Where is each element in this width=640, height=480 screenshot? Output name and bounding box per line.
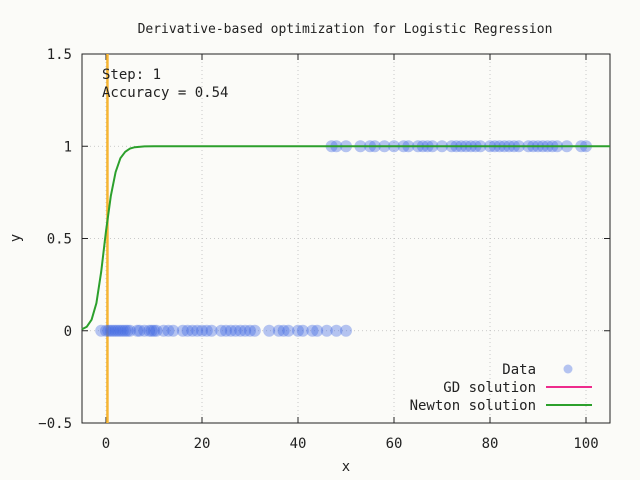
legend-marker-data (563, 364, 573, 374)
data-point (119, 324, 132, 337)
data-point (311, 324, 324, 337)
legend-label-gd: GD solution (443, 380, 536, 396)
data-point (263, 324, 276, 337)
data-point (138, 324, 151, 337)
x-tick-label: 100 (573, 436, 598, 452)
y-tick-label: −0.5 (38, 416, 72, 432)
data-point (234, 324, 247, 337)
accuracy-annotation: Accuracy = 0.54 (102, 85, 228, 101)
x-tick-label: 40 (290, 436, 307, 452)
data-point (107, 324, 120, 337)
data-point (102, 324, 115, 337)
data-point (143, 324, 156, 337)
axis-ticks (82, 53, 610, 424)
data-point (186, 324, 199, 337)
data-point (330, 324, 343, 337)
data-point (196, 324, 208, 337)
data-point (162, 324, 175, 337)
y-tick-label: 1 (64, 139, 72, 155)
legend-label-data: Data (502, 362, 536, 378)
data-point (176, 324, 189, 337)
data-point (124, 324, 136, 337)
data-point (292, 324, 304, 337)
data-point (220, 324, 232, 337)
data-point (100, 324, 112, 337)
data-point (131, 324, 144, 337)
tick-labels: 0 20 40 60 80 100 −0.5 0 0.5 1 1.5 (38, 47, 598, 452)
x-tick-label: 60 (386, 436, 403, 452)
data-point (112, 324, 124, 337)
data-point (282, 324, 295, 337)
data-point (200, 324, 213, 337)
data-points (95, 140, 592, 337)
data-point (340, 324, 352, 337)
x-tick-label: 0 (102, 436, 110, 452)
y-tick-label: 0 (64, 324, 72, 340)
legend-label-newton: Newton solution (410, 398, 536, 414)
y-axis-label: y (8, 234, 24, 242)
x-tick-label: 20 (194, 436, 211, 452)
data-point (167, 324, 180, 337)
data-point (296, 324, 309, 337)
data-point (145, 324, 158, 337)
chart-title: Derivative-based optimization for Logist… (138, 22, 553, 37)
data-point (215, 324, 228, 337)
data-point (244, 324, 256, 337)
legend: Data GD solution Newton solution (410, 362, 592, 414)
data-point (277, 324, 290, 337)
data-point (121, 324, 134, 337)
data-point (320, 324, 333, 337)
data-point (157, 324, 170, 337)
data-point (150, 324, 163, 337)
data-point (248, 324, 261, 337)
data-point (306, 324, 319, 337)
data-point (104, 324, 117, 337)
x-axis-label: x (342, 459, 350, 475)
y-tick-label: 1.5 (47, 47, 72, 63)
y-tick-label: 0.5 (47, 232, 72, 248)
data-point (224, 324, 237, 337)
data-point (205, 324, 218, 337)
data-point (114, 324, 127, 337)
data-point (109, 324, 122, 337)
data-point (116, 324, 129, 337)
data-point (181, 324, 194, 337)
step-annotation: Step: 1 (102, 67, 161, 83)
data-point (272, 324, 285, 337)
data-point (239, 324, 252, 337)
data-point (95, 324, 108, 337)
data-point (133, 324, 146, 337)
data-point (148, 324, 160, 337)
data-point (191, 324, 204, 337)
x-tick-label: 80 (482, 436, 499, 452)
newton-solution-line (81, 145, 610, 331)
data-point (229, 324, 242, 337)
